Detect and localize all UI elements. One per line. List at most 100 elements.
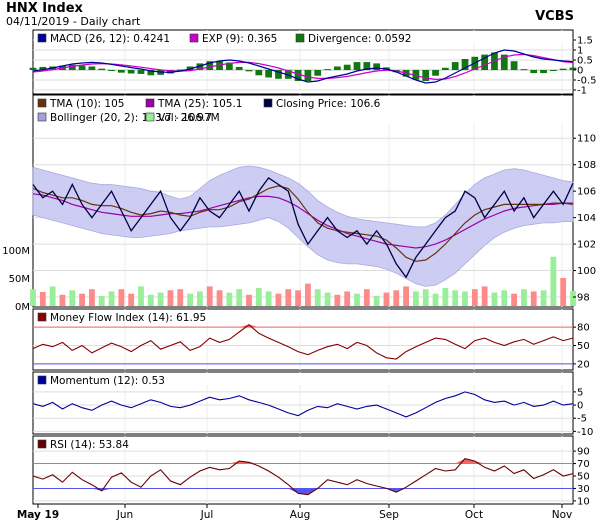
divergence-bar bbox=[147, 70, 155, 76]
momentum-tick-label: 0 bbox=[577, 401, 583, 412]
volume-bar bbox=[363, 289, 370, 306]
volume-bar bbox=[79, 293, 85, 306]
macd-legend-label: EXP (9): 0.365 bbox=[202, 33, 277, 45]
rsi-tick-label: 50 bbox=[577, 472, 590, 483]
volume-bar bbox=[187, 293, 193, 306]
divergence-bar bbox=[137, 70, 145, 74]
price-legend-label: Closing Price: 106.6 bbox=[276, 98, 381, 110]
mfi-legend-label: Money Flow Index (14): 61.95 bbox=[50, 312, 206, 324]
volume-bar bbox=[560, 278, 567, 306]
volume-bar bbox=[285, 289, 292, 306]
volume-bar bbox=[216, 290, 223, 306]
divergence-bar bbox=[481, 54, 489, 70]
momentum-legend-bg bbox=[34, 373, 572, 385]
macd-legend-swatch bbox=[189, 33, 199, 43]
volume-bar bbox=[275, 293, 282, 306]
volume-bar bbox=[98, 295, 105, 306]
x-axis-label: Nov bbox=[552, 509, 573, 521]
volume-bar bbox=[354, 293, 360, 306]
divergence-bar bbox=[78, 65, 86, 70]
macd-tick-label: 1.5 bbox=[577, 36, 593, 47]
momentum-line bbox=[32, 391, 574, 418]
volume-bar bbox=[471, 289, 478, 306]
momentum-tick-label: 5 bbox=[577, 387, 583, 398]
rsi-tick-label: 90 bbox=[577, 447, 590, 458]
x-axis-label: Jul bbox=[200, 509, 214, 521]
rsi-tick-label: 30 bbox=[577, 484, 590, 495]
rsi-oversold-fill bbox=[298, 488, 308, 495]
divergence-bar bbox=[373, 63, 381, 70]
divergence-bar bbox=[206, 61, 214, 70]
volume-bar bbox=[59, 294, 66, 306]
rsi-overbought-fill bbox=[465, 458, 475, 464]
divergence-bar bbox=[294, 70, 302, 81]
volume-bar bbox=[236, 289, 243, 306]
divergence-bar bbox=[510, 61, 518, 70]
macd-tick-label: 0.5 bbox=[577, 56, 593, 67]
chart-subtitle: 04/11/2019 - Daily chart bbox=[6, 15, 141, 28]
rsi-oversold-fill bbox=[101, 488, 112, 491]
price-tick-label: 110 bbox=[577, 134, 596, 145]
chart-title: HNX Index bbox=[6, 1, 83, 16]
divergence-bar bbox=[88, 66, 96, 70]
divergence-bar bbox=[275, 70, 282, 79]
divergence-bar bbox=[245, 70, 253, 72]
volume-bar bbox=[138, 286, 144, 306]
divergence-bar bbox=[530, 70, 538, 74]
divergence-bar bbox=[304, 70, 312, 81]
volume-bar bbox=[530, 291, 537, 306]
mfi-legend-swatch bbox=[37, 312, 47, 322]
divergence-bar bbox=[540, 70, 547, 74]
divergence-bar bbox=[68, 64, 76, 70]
close-price-line bbox=[32, 177, 574, 279]
divergence-bar bbox=[451, 62, 459, 70]
volume-bar bbox=[452, 290, 459, 306]
divergence-bar bbox=[127, 70, 135, 74]
price-legend-bg bbox=[34, 96, 572, 124]
price-tick-label: 100 bbox=[577, 266, 596, 277]
divergence-bar bbox=[314, 70, 322, 76]
volume-bar bbox=[226, 292, 233, 306]
price-tick-label: 98 bbox=[577, 293, 590, 304]
volume-bar bbox=[128, 293, 135, 306]
momentum-tick-label: -5 bbox=[577, 414, 587, 425]
volume-bar bbox=[49, 286, 56, 306]
volume-bar bbox=[30, 289, 36, 306]
mfi-tick-label: 80 bbox=[577, 323, 590, 334]
price-tick-label: 108 bbox=[577, 160, 596, 171]
macd-tick-label: -0.5 bbox=[577, 76, 597, 87]
price-legend-label: TMA (25): 105.1 bbox=[157, 98, 242, 110]
volume-bar bbox=[521, 289, 527, 306]
x-axis-label: Aug bbox=[290, 509, 311, 521]
macd-legend-label: MACD (26, 12): 0.4241 bbox=[50, 33, 170, 45]
macd-tick-label: 0 bbox=[577, 66, 583, 77]
divergence-bar bbox=[343, 64, 351, 70]
divergence-bar bbox=[225, 62, 233, 70]
volume-bar bbox=[206, 286, 213, 306]
exp-line bbox=[32, 53, 574, 81]
momentum-tick-label: -10 bbox=[577, 427, 593, 438]
volume-bar bbox=[305, 283, 311, 306]
price-tick-label: 106 bbox=[577, 187, 596, 198]
rsi-tick-label: 10 bbox=[577, 496, 590, 507]
volume-bar bbox=[462, 291, 468, 306]
divergence-bar bbox=[520, 69, 528, 71]
volume-bar bbox=[89, 289, 95, 306]
macd-tick-label: -1 bbox=[577, 86, 587, 97]
volume-tick-label: 50M bbox=[9, 274, 30, 285]
volume-bar bbox=[403, 286, 409, 306]
x-axis-label: Jun bbox=[116, 509, 133, 521]
volume-bar bbox=[393, 290, 400, 306]
divergence-bar bbox=[333, 66, 341, 70]
volume-bar bbox=[118, 289, 125, 306]
volume-bar bbox=[344, 291, 351, 306]
rsi-oversold-fill bbox=[288, 488, 299, 494]
volume-tick-label: 100M bbox=[2, 246, 30, 257]
divergence-bar bbox=[569, 67, 577, 70]
price-legend-swatch bbox=[145, 112, 155, 122]
volume-bar bbox=[295, 290, 301, 306]
divergence-bar bbox=[176, 69, 184, 71]
volume-bar bbox=[246, 294, 252, 306]
rsi-legend-label: RSI (14): 53.84 bbox=[50, 439, 129, 451]
